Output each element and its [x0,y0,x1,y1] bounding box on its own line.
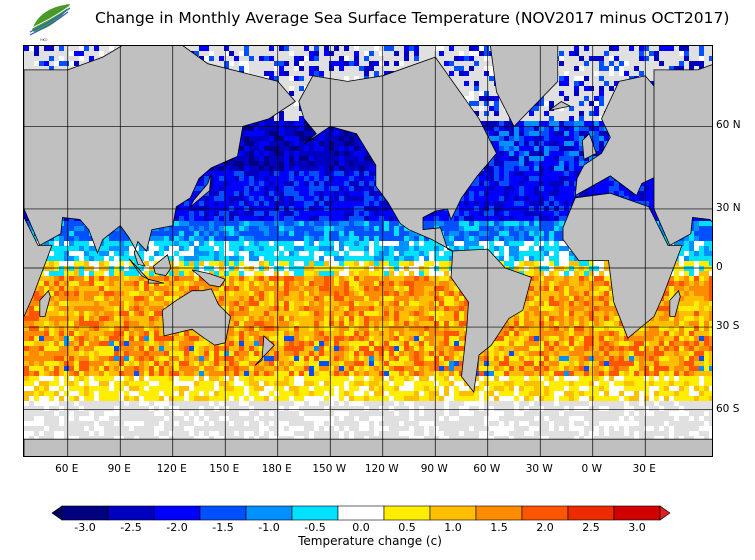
colorbar-swatch [475,505,523,521]
land-polygon [490,46,559,128]
latitude-label: 60 S [716,402,740,415]
land-polygon [24,46,296,267]
longitude-label: 30 W [525,463,553,475]
colorbar-title: Temperature change (c) [298,534,442,548]
colorbar-tick-label: -3.0 [74,521,96,534]
longitude-label: 60 W [473,463,501,475]
land-polygon [161,288,231,346]
colorbar-swatch [521,505,569,521]
colorbar-min-arrow [51,505,63,521]
land-polygon [653,64,712,246]
latitude-label: 30 S [716,320,740,333]
latitude-label: 0 [716,261,723,273]
sst-map [23,45,713,457]
colorbar-swatch [613,505,661,521]
graticule [24,46,712,456]
longitude-label: 150 E [209,463,240,475]
colorbar-tick-label: 2.5 [582,521,600,534]
colorbar-tick-label: -2.0 [166,521,188,534]
colorbar-tick-label: -1.5 [212,521,234,534]
land-polygon [574,75,664,197]
colorbar-tick-label: 1.0 [444,521,462,534]
longitude-label: 90 W [420,463,448,475]
colorbar-tick-label: -0.5 [304,521,326,534]
colorbar-tick-label: -1.0 [258,521,280,534]
land-polygon [298,56,497,254]
svg-text:HKO: HKO [40,38,48,42]
colorbar-tick-label: 1.5 [490,521,508,534]
colorbar-swatch [429,505,477,521]
land-polygon [191,269,226,288]
colorbar-max-arrow [659,505,671,521]
land-masses [24,46,712,394]
chart-title: Change in Monthly Average Sea Surface Te… [95,9,730,27]
colorbar-tick-label: -2.5 [120,521,142,534]
land-polygon [254,335,275,366]
longitude-label: 0 W [581,463,602,475]
land-polygon [128,258,149,280]
land-polygon [669,289,681,317]
colorbar-swatch [153,505,201,521]
longitude-label: 120 E [156,463,187,475]
colorbar-swatch [61,505,109,521]
latitude-label: 30 N [716,201,741,214]
colorbar-tick-label: 0.0 [352,521,370,534]
longitude-label: 120 W [364,463,399,475]
colorbar-swatch [291,505,339,521]
land-polygon [24,216,53,318]
colorbar-swatch [383,505,431,521]
hko-logo: HKO [29,4,71,42]
land-polygon [548,101,572,111]
longitude-label: 60 E [55,463,79,475]
land-polygon [153,254,172,276]
longitude-label: 90 E [107,463,131,475]
land-polygon [450,248,532,394]
colorbar-swatch [567,505,615,521]
longitude-label: 30 E [632,463,656,475]
land-polygon [147,278,165,284]
colorbar-swatch [199,505,247,521]
land-polygon [39,289,51,317]
colorbar-tick-label: 3.0 [628,521,646,534]
colorbar-swatch [245,505,293,521]
antarctica [24,438,712,456]
longitude-label: 180 E [261,463,292,475]
colorbar-swatch [337,505,385,521]
land-polygon [189,173,212,208]
colorbar-tick-label: 0.5 [398,521,416,534]
longitude-label: 150 W [312,463,347,475]
colorbar-swatch [107,505,155,521]
latitude-label: 60 N [716,119,741,132]
colorbar-tick-label: 2.0 [536,521,554,534]
colorbar [51,505,671,521]
